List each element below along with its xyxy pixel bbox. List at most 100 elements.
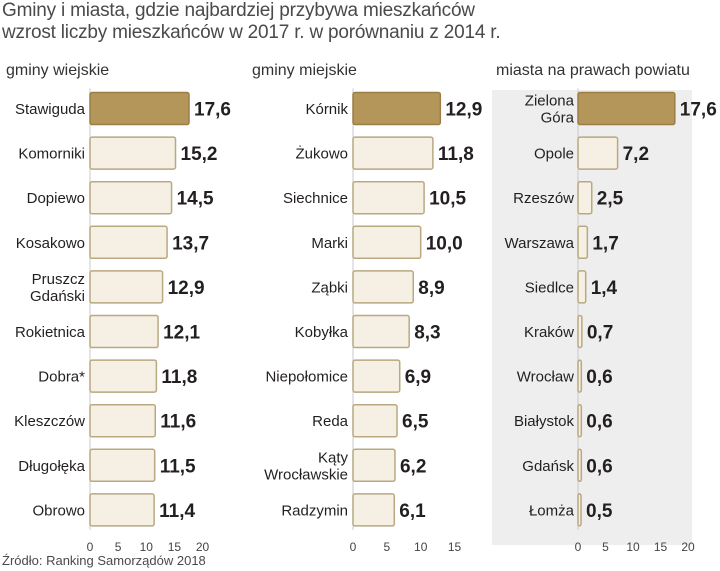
chart3-tick-label: 5	[602, 540, 609, 554]
chart1-tick-label: 15	[168, 540, 182, 554]
chart1-value-label: 17,6	[194, 100, 231, 121]
chart3-category-label: Opole	[534, 146, 574, 163]
chart3-category-label: Warszawa	[505, 235, 575, 252]
chart2-bar	[352, 136, 434, 170]
chart2-category-label: Reda	[312, 413, 349, 430]
chart1-bar	[89, 493, 155, 527]
chart1-value-label: 11,8	[161, 367, 197, 388]
chart1-bar	[89, 91, 190, 126]
chart3-category-label: Łomża	[529, 502, 575, 519]
chart3-tick-label: 15	[654, 540, 668, 554]
chart1-value-label: 15,2	[181, 144, 218, 165]
chart3-title: miasta na prawach powiatu	[496, 62, 690, 79]
chart-subtitle: wzrost liczby mieszkańców w 2017 r. w po…	[2, 22, 501, 43]
chart2-category-label: Kąty Wrocławskie	[264, 449, 348, 483]
chart1-tick-label: 20	[196, 540, 210, 554]
chart3-value-label: 0,6	[586, 456, 612, 477]
chart2-value-label: 12,9	[445, 100, 482, 121]
chart1-bar	[89, 136, 177, 170]
chart2-value-label: 6,9	[405, 367, 431, 388]
chart3-category-label: Gdańsk	[522, 458, 574, 475]
chart2-value-label: 8,9	[418, 278, 444, 299]
chart2-bar	[352, 448, 396, 483]
chart3-bar	[577, 270, 587, 304]
chart1-category-label: Kosakowo	[16, 235, 85, 252]
chart3-bar	[577, 91, 676, 126]
chart3-value-label: 0,7	[587, 323, 613, 344]
chart3-bar	[577, 314, 583, 349]
chart1-value-label: 12,9	[168, 278, 205, 299]
chart1-bar	[89, 314, 159, 349]
chart3-tick-label: 10	[626, 540, 640, 554]
chart1-category-label: Stawiguda	[15, 101, 86, 118]
chart3-bar	[577, 448, 583, 483]
chart3-category-label: Białystok	[514, 413, 575, 430]
chart3-value-label: 0,6	[586, 412, 612, 433]
chart3-category-label: Zielona Góra	[525, 93, 575, 127]
chart2-category-label: Marki	[311, 235, 348, 252]
chart1-category-label: Komorniki	[18, 146, 85, 163]
chart1-category-label: Dobra*	[38, 369, 85, 386]
chart3-bar	[577, 403, 583, 438]
chart3-category-label: Wrocław	[517, 369, 574, 386]
chart1-tick-label: 5	[115, 540, 122, 554]
chart1-value-label: 13,7	[172, 233, 209, 254]
chart3-bar	[577, 493, 582, 527]
chart1-title: gminy wiejskie	[6, 62, 109, 79]
chart3-bar	[577, 180, 593, 215]
chart-title: Gminy i miasta, gdzie najbardziej przyby…	[2, 0, 475, 21]
chart3-value-label: 17,6	[680, 100, 717, 121]
chart1-tick-label: 10	[140, 540, 154, 554]
chart2-bar	[352, 359, 401, 393]
chart2-tick-label: 15	[448, 540, 462, 554]
chart2-title: gminy miejskie	[252, 62, 357, 79]
chart3-value-label: 1,4	[591, 278, 618, 299]
chart1-value-label: 11,5	[160, 456, 196, 477]
chart1-category-label: Długołęka	[18, 458, 85, 475]
chart3-category-label: Kraków	[524, 324, 574, 341]
chart3-value-label: 2,5	[597, 189, 624, 210]
chart2-category-label: Niepołomice	[265, 369, 348, 386]
chart1-value-label: 11,6	[160, 412, 196, 433]
chart1-value-label: 14,5	[177, 189, 214, 210]
chart1-bar	[89, 403, 156, 438]
chart1-tick-label: 0	[87, 540, 94, 554]
chart2-bar	[352, 225, 422, 260]
chart3-value-label: 7,2	[623, 144, 649, 165]
chart2-category-label: Kobyłka	[295, 324, 349, 341]
chart3-tick-label: 20	[681, 540, 695, 554]
chart3-value-label: 0,6	[586, 367, 612, 388]
chart1-bar	[89, 448, 156, 483]
source-note: Źródło: Ranking Samorządów 2018	[2, 553, 206, 568]
chart2-category-label: Siechnice	[283, 190, 348, 207]
chart2-category-label: Żukowo	[295, 145, 348, 163]
chart1-value-label: 12,1	[163, 323, 200, 344]
chart2-bar	[352, 270, 415, 304]
chart-header: Gminy i miasta, gdzie najbardziej przyby…	[2, 0, 501, 44]
chart1-bar	[89, 225, 168, 260]
chart2-value-label: 10,5	[429, 189, 466, 210]
chart3-bar	[577, 136, 619, 170]
chart2-tick-label: 5	[384, 540, 391, 554]
chart2-value-label: 11,8	[438, 144, 474, 165]
chart2-value-label: 6,5	[402, 412, 429, 433]
chart3-value-label: 0,5	[586, 501, 613, 522]
chart1-category-label: Kleszczów	[14, 413, 85, 430]
chart3-category-label: Siedlce	[525, 279, 574, 296]
chart3-tick-label: 0	[575, 540, 582, 554]
chart2-bar	[352, 180, 425, 215]
chart2-tick-label: 0	[350, 540, 357, 554]
chart2-tick-label: 10	[414, 540, 428, 554]
chart1-bar	[89, 180, 173, 215]
chart3-bar	[577, 359, 583, 393]
chart2-bar	[352, 403, 398, 438]
chart2-value-label: 6,2	[400, 456, 426, 477]
chart2-category-label: Kórnik	[305, 101, 348, 118]
chart2-value-label: 8,3	[414, 323, 440, 344]
chart2-bar	[352, 314, 410, 349]
chart2-value-label: 10,0	[426, 233, 463, 254]
chart2-value-label: 6,1	[399, 501, 426, 522]
chart1-bar	[89, 359, 158, 393]
chart1-category-label: Rokietnica	[15, 324, 86, 341]
